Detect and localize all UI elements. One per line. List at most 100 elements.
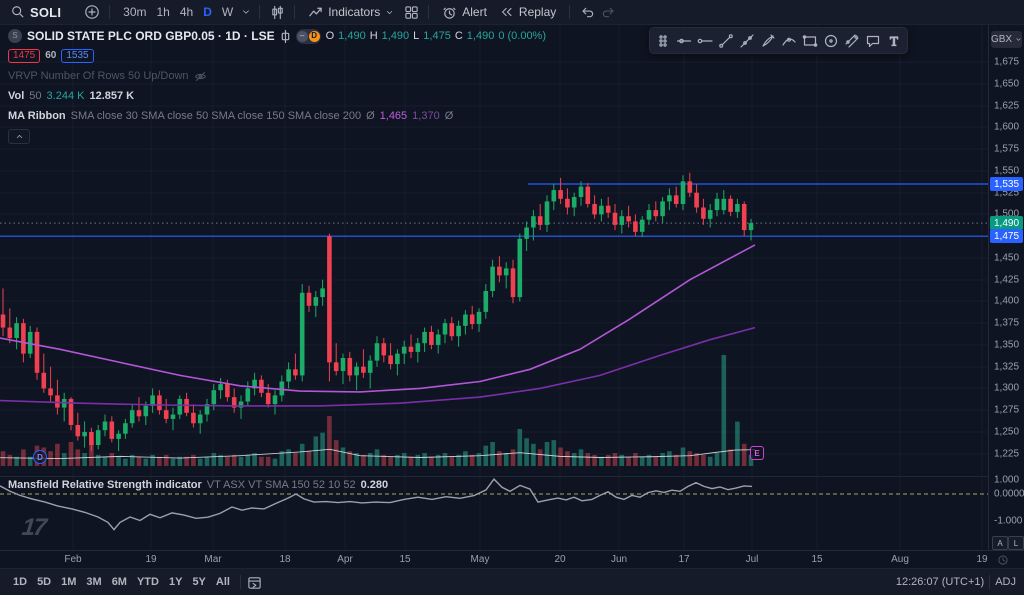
brush-icon[interactable] [759,32,777,50]
layout-templates-button[interactable] [402,3,420,21]
ellipse-icon[interactable] [822,32,840,50]
price-level-badge[interactable]: 1,490 [990,216,1023,230]
horizontal-ray-icon[interactable] [696,32,714,50]
time-tick-label: 20 [554,554,566,565]
comment-icon[interactable] [864,32,882,50]
price-level-badge[interactable]: 1,535 [990,177,1023,191]
svg-text:T: T [890,33,898,48]
adjusted-data-toggle[interactable]: ADJ [995,576,1016,588]
price-level-badge[interactable]: 1,475 [990,229,1023,243]
close-label: C [454,29,463,42]
vol-value: 3.244 K [46,89,85,102]
trend-line-icon[interactable] [717,32,735,50]
search-icon [11,5,25,19]
redo-button[interactable] [599,3,617,21]
horizontal-line-icon[interactable] [675,32,693,50]
range-3m[interactable]: 3M [86,576,102,588]
indicator-row-mansfield[interactable]: Mansfield Relative Strength indicator VT… [8,479,388,491]
time-tick-label: 15 [811,554,823,565]
price-tick-label: 1,650 [994,78,1020,90]
range-ytd[interactable]: YTD [136,576,159,588]
ohlc-readout: O 1,490 H 1,490 L 1,475 C 1,490 0 (0.00%) [326,29,546,42]
range-5y[interactable]: 5Y [192,576,206,588]
timeframe-d[interactable]: D [203,5,212,19]
range-1d[interactable]: 1D [13,576,28,588]
bottom-toolbar: 1D 5D 1M 3M 6M YTD 1Y 5Y All 12:26:07 (UTC+1) AD… [0,568,1024,595]
timeframe-4h[interactable]: 4h [179,5,194,19]
currency-unit-button[interactable]: GBX [991,31,1022,48]
indicator-row-volume[interactable]: Vol 50 3.244 K 12.857 K [8,89,546,103]
dividend-marker[interactable]: D [33,450,47,464]
symbol-search-button[interactable]: SOLI [6,3,66,22]
price-tick-label: 1,375 [994,317,1020,329]
pane-divider[interactable] [0,476,1024,477]
range-1y[interactable]: 1Y [168,576,183,588]
curve-icon[interactable] [780,32,798,50]
price-tick-label: 1,425 [994,274,1020,286]
legend-main-row[interactable]: S SOLID STATE PLC ORD GBP0.05 · 1D · LSE… [8,28,546,44]
level-badge-plain[interactable]: 60 [45,50,57,61]
chart-legend: S SOLID STATE PLC ORD GBP0.05 · 1D · LSE… [8,28,546,149]
chevron-down-icon[interactable] [241,7,251,17]
toggle-interval-letter: D [308,30,320,42]
collapse-legend-button[interactable] [8,128,30,144]
price-tick-label: 1,625 [994,100,1020,112]
range-5d[interactable]: 5D [37,576,52,588]
timeframe-w[interactable]: W [221,5,234,19]
indicator-row-ma-ribbon[interactable]: MA Ribbon SMA close 30 SMA close 50 SMA … [8,109,546,123]
timezone-clock-icon[interactable] [997,554,1009,566]
price-tick-label: 1,400 [994,295,1020,307]
ma-ribbon-params: SMA close 30 SMA close 50 SMA close 150 … [70,109,362,122]
price-tick-label: 1,525 [994,187,1020,199]
toggle-off-dot: – [296,30,308,42]
scale-a-button[interactable]: A [992,536,1008,550]
text-tool-icon[interactable]: T [885,32,903,50]
replay-label: Replay [518,5,557,19]
range-1m[interactable]: 1M [61,576,77,588]
high-value: 1,490 [381,29,410,42]
data-mode-toggle[interactable]: – D [295,28,321,44]
close-value: 1,490 [466,29,495,42]
eye-off-icon[interactable] [194,70,207,83]
session-clock[interactable]: 12:26:07 (UTC+1) [895,576,985,588]
price-axis[interactable]: 1,675 1,650 1,625 1,600 1,575 1,550 1,525 1,500… [988,25,1024,550]
indicators-button[interactable]: Indicators [303,3,399,22]
price-tick-label: 1.000 [994,474,1020,486]
price-tick-label: 1,250 [994,426,1020,438]
open-value: 1,490 [338,29,366,42]
rectangle-icon[interactable] [801,32,819,50]
level-badge-blue[interactable]: 1535 [61,49,94,63]
go-to-date-button[interactable] [246,573,264,591]
range-6m[interactable]: 6M [111,576,127,588]
chevron-up-icon [15,132,24,141]
price-tick-label: 1,450 [994,252,1020,264]
extended-line-icon[interactable] [738,32,756,50]
replay-button[interactable]: Replay [495,3,561,21]
price-tick-label: 1,300 [994,382,1020,394]
scale-l-button[interactable]: L [1008,536,1024,550]
timeframe-1h[interactable]: 1h [156,5,170,19]
alert-label: Alert [462,5,487,19]
timeframe-30m[interactable]: 30m [123,5,147,19]
low-label: L [413,29,420,42]
compare-add-button[interactable] [83,3,101,21]
indicator-row-vrvp[interactable]: VRVP Number Of Rows 50 Up/Down [8,69,546,83]
time-tick-label: 19 [145,554,157,565]
alert-button[interactable]: Alert [437,3,492,22]
timeframe-group: 30m 1h 4h D W [118,3,238,21]
time-axis[interactable]: Feb 19 Mar 18 Apr 15 May 20 Jun 17 Jul 15 Aug 19 [0,550,1024,568]
price-tick-label: 1,600 [994,121,1020,133]
range-all[interactable]: All [215,576,230,588]
chevron-down-icon [385,8,394,17]
ma-ribbon-label: MA Ribbon [8,109,66,122]
chart-style-button[interactable] [268,3,286,21]
level-badge-red[interactable]: 1475 [8,49,41,63]
time-tick-label: 18 [279,554,291,565]
undo-button[interactable] [578,3,596,21]
mansfield-params: VT ASX VT SMA 150 52 10 52 [206,479,356,491]
earnings-marker[interactable]: E [750,446,764,460]
price-tick-label: 0.0000 [994,488,1024,500]
parallel-channel-icon[interactable] [843,32,861,50]
exchange-logo: S [8,29,22,43]
